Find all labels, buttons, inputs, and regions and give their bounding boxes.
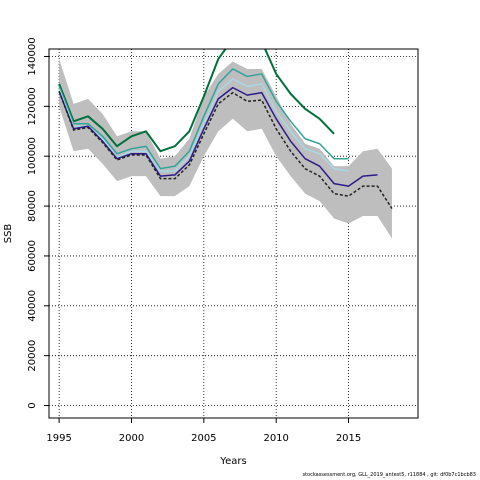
series-line-1	[58, 49, 335, 153]
y-axis-title: SSB	[3, 224, 14, 244]
series-line-3	[58, 78, 349, 172]
y-tick-label: 0	[27, 402, 38, 408]
series-line-2	[58, 68, 349, 170]
series-line-4	[58, 86, 378, 187]
y-tick-label: 80000	[27, 190, 38, 222]
y-tick-label: 60000	[27, 240, 38, 272]
plot-frame	[48, 48, 419, 419]
x-axis: 1995 2000 2005 2010 2015	[46, 418, 361, 444]
x-tick-label: 2005	[191, 433, 216, 444]
y-tick-label: 40000	[27, 290, 38, 322]
y-tick-label: 20000	[27, 340, 38, 372]
series-lines	[58, 49, 393, 209]
x-tick-label: 2015	[336, 433, 361, 444]
y-tick-label: 120000	[27, 87, 38, 125]
x-tick-label: 2000	[119, 433, 144, 444]
footer-caption: stockassessment.org, GLL_2019_antest5, r…	[302, 472, 476, 478]
y-tick-label: 140000	[27, 37, 38, 75]
y-axis: 0 20000 40000 60000 80000 100000 120000 140000	[27, 37, 49, 409]
x-axis-title: Years	[219, 456, 246, 467]
confidence-band	[59, 58, 392, 239]
y-tick-label: 100000	[27, 137, 38, 175]
x-tick-label: 1995	[46, 433, 71, 444]
x-tick-label: 2010	[263, 433, 288, 444]
series-line-5	[58, 91, 393, 209]
